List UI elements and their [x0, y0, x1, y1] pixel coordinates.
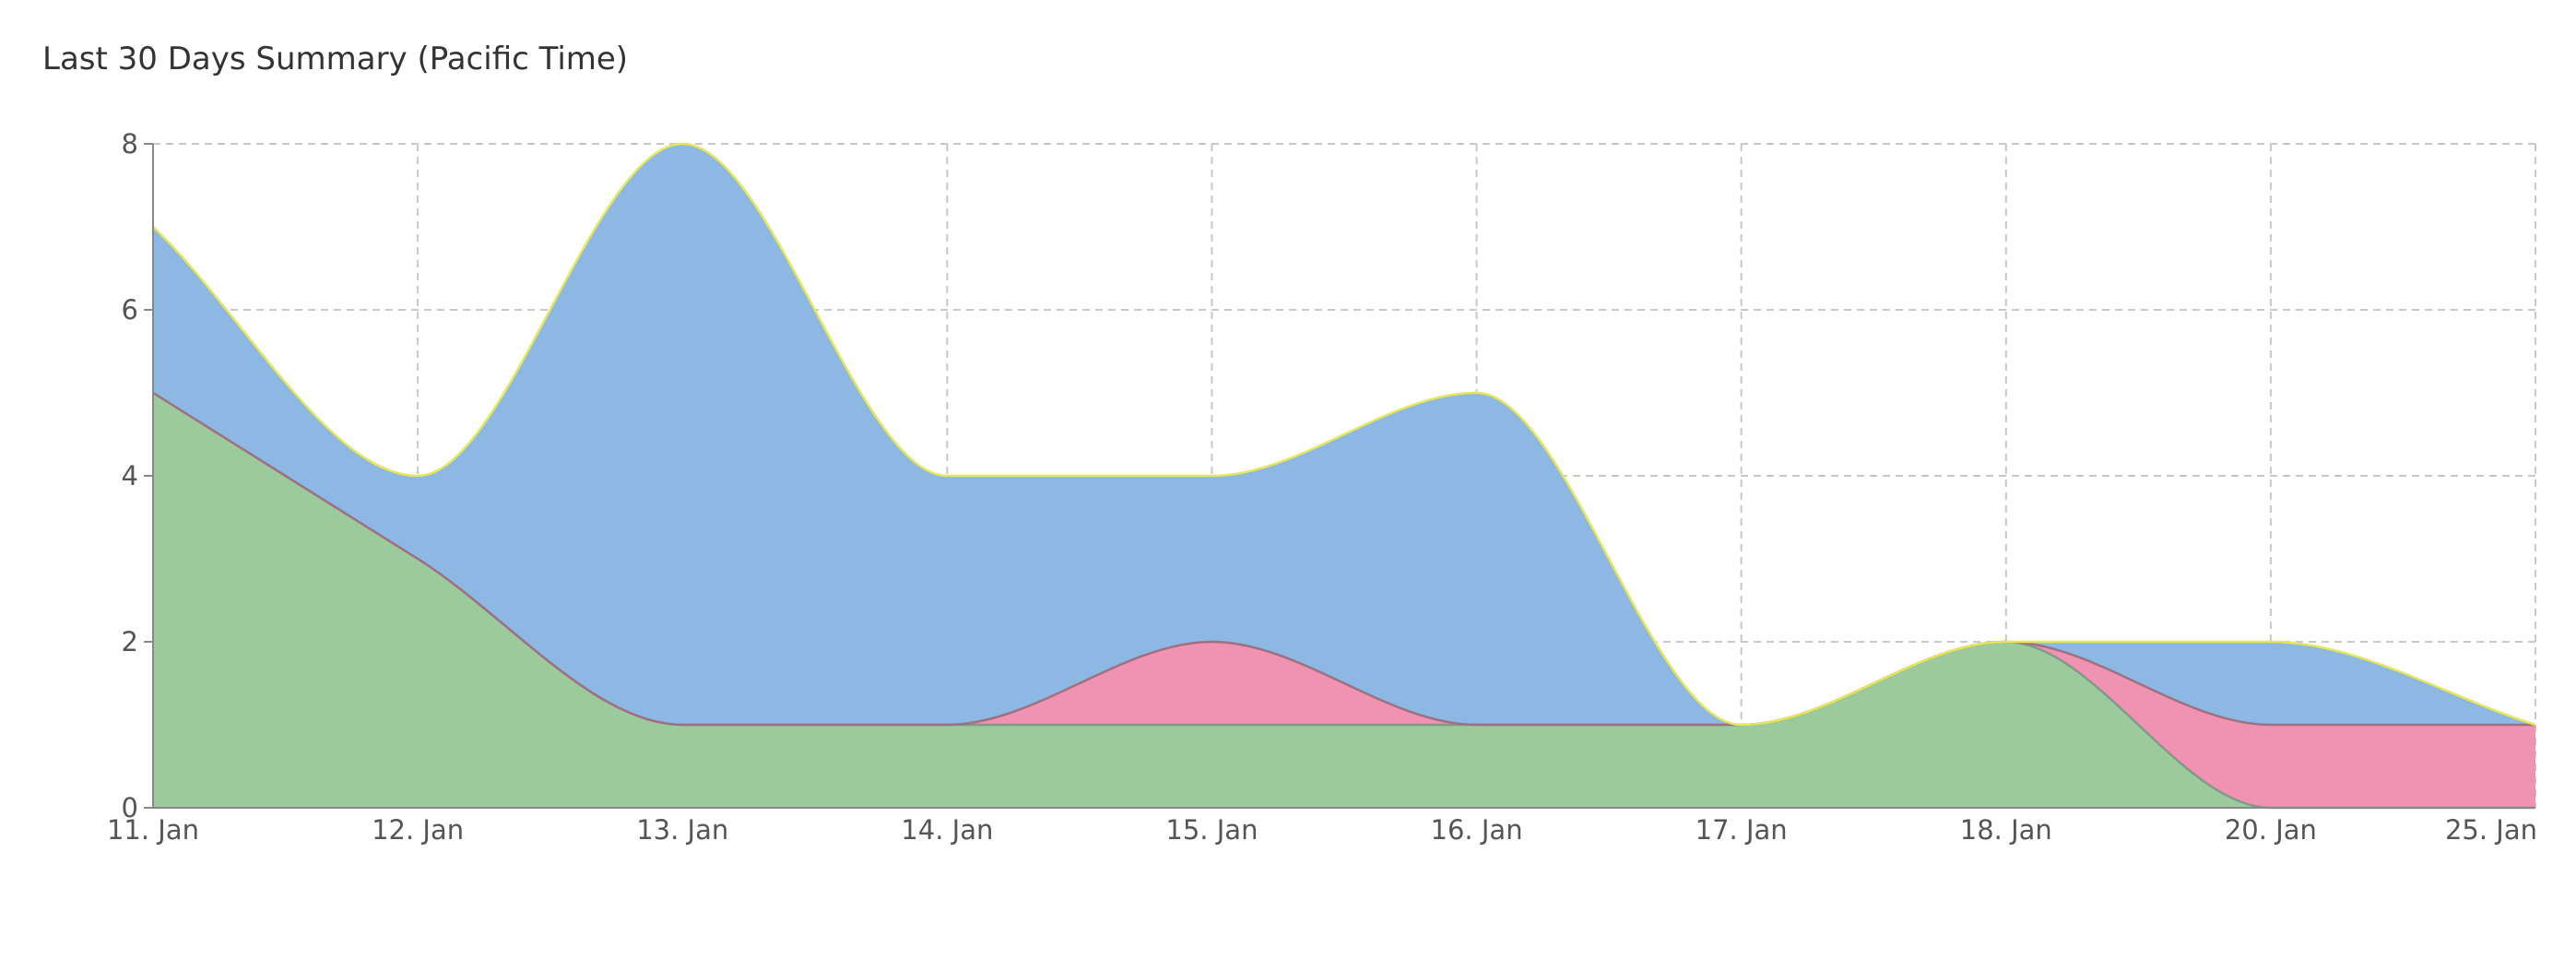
axes: 0 2 4 6 8 11. Jan 12. Jan 13. Jan 14. Jan 15. Jan… — [107, 128, 2537, 846]
x-tick-label: 17. Jan — [1696, 814, 1788, 846]
chart-title: Last 30 Days Summary (Pacific Time) — [42, 41, 629, 77]
series-2-line — [152, 142, 2536, 727]
y-tick-label: 0 — [122, 792, 138, 823]
x-tick-label: 12. Jan — [372, 814, 464, 846]
y-tick-label: 6 — [122, 294, 138, 326]
series-areas — [152, 142, 2536, 810]
series-1-line — [152, 391, 2535, 727]
x-tick-label: 11. Jan — [107, 814, 199, 846]
y-tick-label: 8 — [122, 128, 138, 160]
x-tick-label: 13. Jan — [636, 814, 728, 846]
x-tick-label: 25. Jan — [2445, 814, 2537, 846]
x-tick-label: 15. Jan — [1165, 814, 1258, 846]
x-tick-label: 18. Jan — [1960, 814, 2052, 846]
y-tick-label: 2 — [122, 626, 138, 657]
series-2-area — [153, 144, 2535, 808]
series-0-area — [153, 393, 2535, 808]
x-tick-label: 14. Jan — [901, 814, 993, 846]
y-tick-label: 4 — [122, 460, 138, 491]
x-tick-label: 16. Jan — [1431, 814, 1523, 846]
x-tick-label: 20. Jan — [2225, 814, 2317, 846]
